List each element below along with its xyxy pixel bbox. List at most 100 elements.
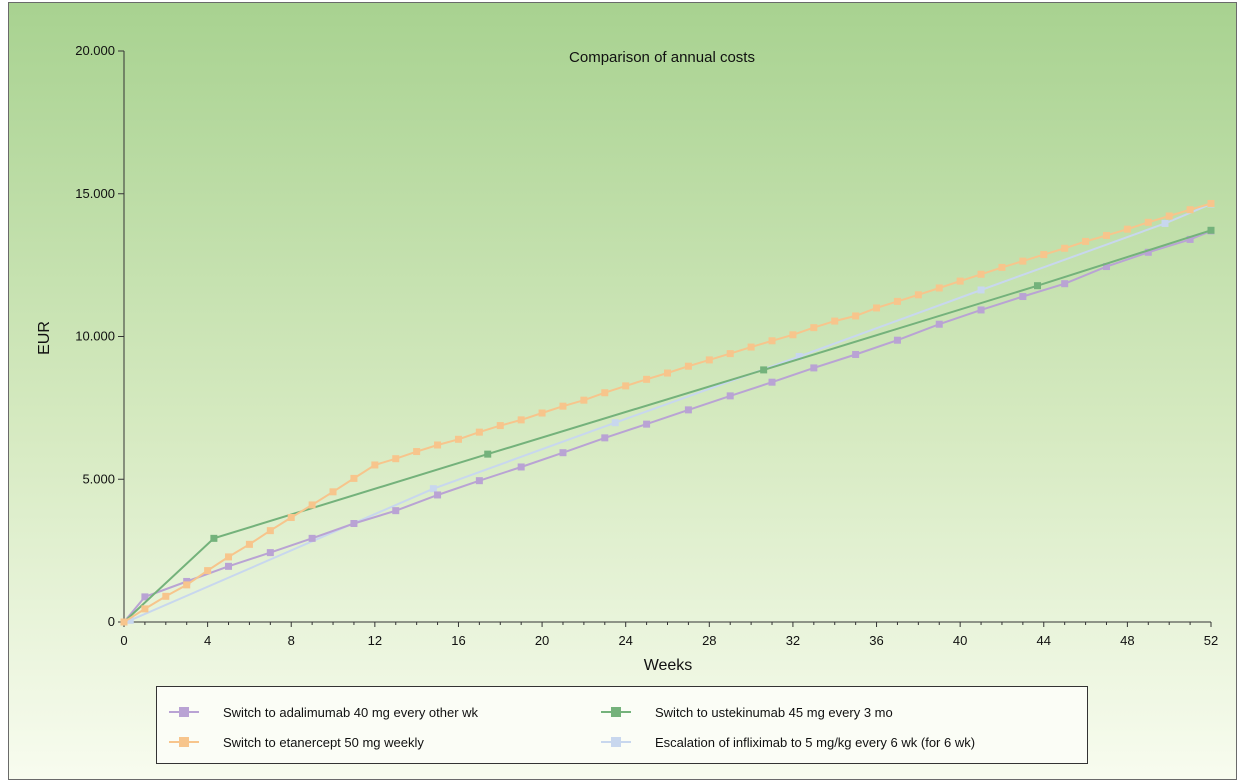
legend-marker xyxy=(179,737,189,747)
data-point xyxy=(1033,282,1041,290)
data-point xyxy=(601,389,609,397)
x-tick-label: 28 xyxy=(702,633,716,648)
legend-label-ustekinumab: Switch to ustekinumab 45 mg every 3 mo xyxy=(655,704,893,720)
data-point xyxy=(329,488,337,496)
data-point xyxy=(580,396,588,404)
data-point xyxy=(1186,206,1194,214)
series-1 xyxy=(120,199,1215,626)
data-point xyxy=(120,618,128,626)
data-point xyxy=(768,337,776,345)
x-tick-label: 32 xyxy=(786,633,800,648)
data-point xyxy=(893,297,901,305)
data-point xyxy=(141,593,149,601)
x-tick-label: 12 xyxy=(368,633,382,648)
data-point xyxy=(760,366,768,374)
data-point xyxy=(1082,237,1090,245)
data-point xyxy=(1207,226,1215,234)
data-point xyxy=(204,567,212,575)
legend-swatch-etanercept xyxy=(169,735,199,749)
data-point xyxy=(1102,231,1110,239)
data-point xyxy=(684,406,692,414)
data-point xyxy=(768,378,776,386)
series-line xyxy=(123,229,1212,623)
data-point xyxy=(935,320,943,328)
data-point xyxy=(726,350,734,358)
data-point xyxy=(559,449,567,457)
data-point xyxy=(371,461,379,469)
y-axis: 0 5.000 10.000 15.000 20.000 xyxy=(75,43,125,629)
data-point xyxy=(935,284,943,292)
data-point xyxy=(977,270,985,278)
legend-swatch-infliximab xyxy=(601,735,631,749)
data-point xyxy=(852,350,860,358)
x-tick-label: 44 xyxy=(1037,633,1051,648)
data-point xyxy=(350,520,358,528)
series-layer xyxy=(120,199,1215,626)
data-point xyxy=(1019,257,1027,265)
legend-swatch-ustekinumab xyxy=(601,705,631,719)
data-point xyxy=(977,286,985,294)
x-tick-label: 8 xyxy=(288,633,295,648)
data-point xyxy=(162,592,170,600)
data-point xyxy=(893,336,901,344)
x-tick-label: 16 xyxy=(451,633,465,648)
chart-background xyxy=(9,3,1236,779)
data-point xyxy=(350,474,358,482)
data-point xyxy=(1186,235,1194,243)
data-point xyxy=(517,463,525,471)
data-point xyxy=(392,507,400,515)
data-point xyxy=(210,534,218,542)
legend-marker xyxy=(611,707,621,717)
legend-label-etanercept: Switch to etanercept 50 mg weekly xyxy=(223,734,424,750)
x-tick-label: 36 xyxy=(869,633,883,648)
data-point xyxy=(266,527,274,535)
chart-title: Comparison of annual costs xyxy=(569,49,755,66)
data-point xyxy=(1102,263,1110,271)
data-point xyxy=(183,581,191,589)
data-point xyxy=(1207,199,1215,207)
data-point xyxy=(245,540,253,548)
data-point xyxy=(392,455,400,463)
data-point xyxy=(810,324,818,332)
data-point xyxy=(434,441,442,449)
y-axis-title: EUR xyxy=(36,321,53,355)
data-point xyxy=(308,501,316,509)
data-point xyxy=(287,514,295,522)
data-point xyxy=(454,435,462,443)
data-point xyxy=(810,364,818,372)
data-point xyxy=(622,382,630,390)
data-point xyxy=(141,605,149,613)
series-3 xyxy=(120,200,1215,626)
x-tick-label: 24 xyxy=(618,633,632,648)
data-point xyxy=(517,416,525,424)
legend-item-adalimumab: Switch to adalimumab 40 mg every other w… xyxy=(169,702,478,722)
x-tick-label: 20 xyxy=(535,633,549,648)
data-point xyxy=(538,409,546,417)
data-point xyxy=(1019,293,1027,301)
series-line xyxy=(123,203,1212,623)
legend-item-ustekinumab: Switch to ustekinumab 45 mg every 3 mo xyxy=(601,702,893,722)
data-point xyxy=(643,420,651,428)
data-point xyxy=(852,312,860,320)
data-point xyxy=(225,562,233,570)
data-point xyxy=(611,419,619,427)
data-point xyxy=(266,549,274,557)
data-point xyxy=(496,422,504,430)
data-point xyxy=(747,343,755,351)
data-point xyxy=(789,331,797,339)
data-point xyxy=(831,317,839,325)
data-point xyxy=(1144,218,1152,226)
data-point xyxy=(434,491,442,499)
data-point xyxy=(977,306,985,314)
legend-marker xyxy=(179,707,189,717)
data-point xyxy=(1040,251,1048,259)
data-point xyxy=(475,428,483,436)
x-axis-title: Weeks xyxy=(644,657,693,674)
y-tick-label: 20.000 xyxy=(75,43,115,58)
y-tick-label: 5.000 xyxy=(82,471,115,486)
data-point xyxy=(601,434,609,442)
legend-label-infliximab: Escalation of infliximab to 5 mg/kg ever… xyxy=(655,734,976,750)
y-tick-label: 15.000 xyxy=(75,186,115,201)
data-point xyxy=(1144,248,1152,256)
